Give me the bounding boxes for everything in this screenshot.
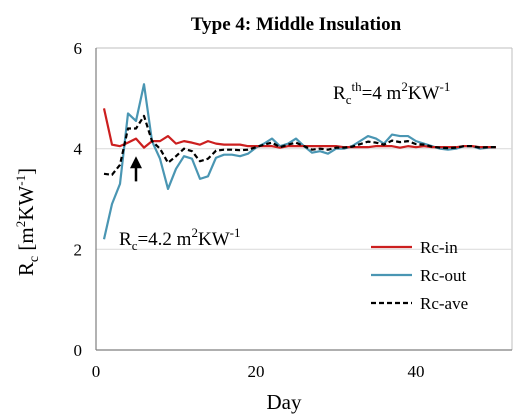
legend-label-rc-out: Rc-out [420,266,467,285]
annotation-arrow [130,156,142,182]
y-tick-label: 4 [74,140,83,159]
x-tick-label: 20 [248,362,265,381]
annotation-rc42-sup3: -1 [230,225,241,240]
legend: Rc-in Rc-out Rc-ave [371,238,468,313]
y-tick-label: 6 [74,39,83,58]
annotation-rcth-sup2: 2 [401,79,408,94]
y-axis-label-sup1: 2 [13,221,28,228]
annotation-rcth-sub: c [346,92,352,107]
y-axis-label: Rc [m2KW-1] [13,168,42,276]
y-axis-label-sup2: -1 [13,175,28,186]
annotation-rcth-base: R [333,83,346,104]
annotation-rc42-sub: c [132,238,138,253]
y-axis-label-pre: [m [14,227,38,256]
y-tick-labels: 0 2 4 6 [74,39,83,360]
annotation-rc42-sup2: 2 [191,225,198,240]
x-tick-label: 40 [408,362,425,381]
y-axis-label-post: ] [14,168,38,175]
annotation-rcth-sup3: -1 [440,79,451,94]
annotation-rcth-tail: KW [408,83,440,104]
y-tick-label: 0 [74,341,83,360]
y-axis-label-sub: c [27,256,42,262]
y-axis-label-mid: KW [14,186,38,221]
x-tick-label: 0 [92,362,101,381]
y-axis-label-base: R [14,262,38,276]
x-tick-labels: 0 20 40 [92,362,425,381]
series-line-rc-ave [103,114,496,176]
annotation-rc42-tail: KW [198,229,230,250]
legend-label-rc-in: Rc-in [420,238,458,257]
legend-label-rc-ave: Rc-ave [420,294,468,313]
annotation-rcth: Rcth=4 m2KW-1 [333,79,450,107]
annotation-rcth-rest: =4 m [362,83,402,104]
annotation-rc42: Rc=4.2 m2KW-1 [119,225,240,253]
x-axis-label: Day [267,390,302,414]
series-layer [102,83,497,240]
annotation-rcth-sup: th [351,79,362,94]
annotation-rc42-base: R [119,229,132,250]
plot-area [95,47,513,351]
annotation-rc42-rest: =4.2 m [137,229,191,250]
series-line-rc-out [102,83,497,240]
annotation-arrow-head [130,156,142,169]
y-tick-label: 2 [74,240,83,259]
chart-title: Type 4: Middle Insulation [191,14,402,35]
